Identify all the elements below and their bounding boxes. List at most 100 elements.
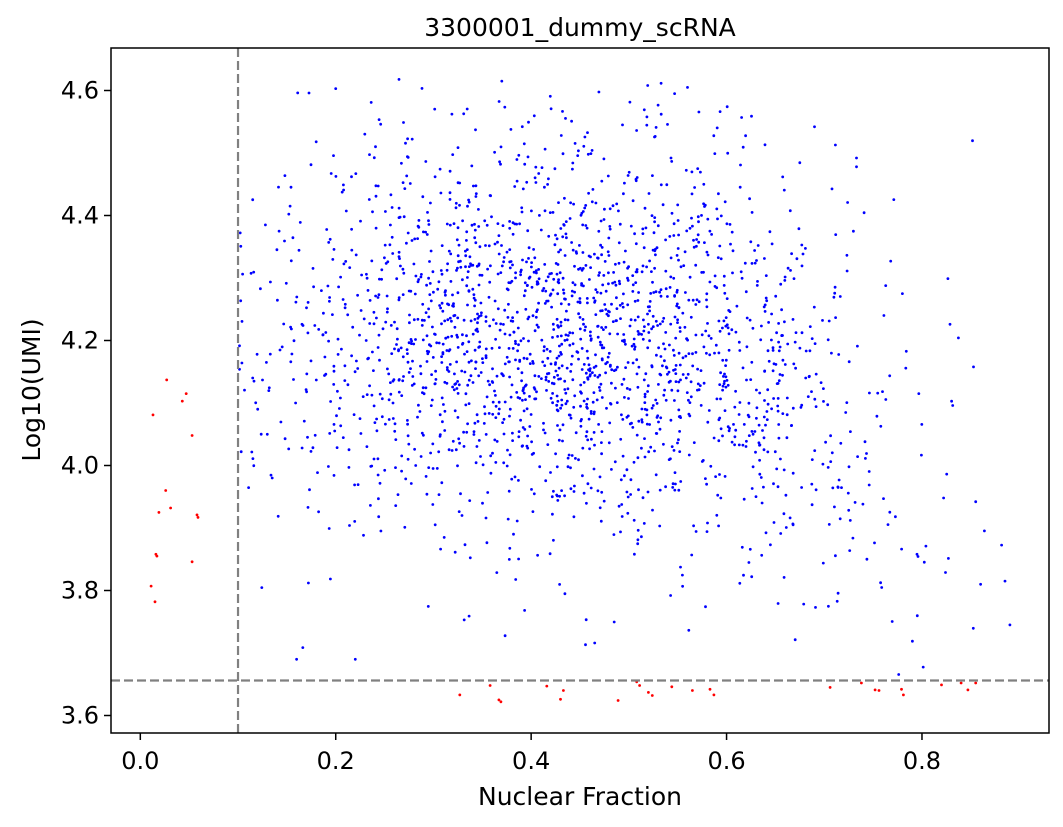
series-1 [149,378,978,704]
data-point [460,514,464,517]
data-point [665,183,669,187]
data-point [879,424,883,428]
data-point [677,258,680,262]
data-point [443,409,447,413]
data-point [756,244,760,247]
data-point [692,524,695,528]
data-point [466,422,469,426]
data-point [946,277,950,280]
data-point [533,374,537,378]
data-point [515,310,519,314]
data-point [607,282,610,286]
data-point [533,329,537,333]
data-point [691,224,694,228]
data-point [565,399,569,403]
data-point [573,484,576,488]
data-point [624,366,627,369]
data-point [822,387,825,390]
data-point [632,342,636,346]
data-point [947,557,950,560]
data-point [794,331,798,334]
data-point [429,451,432,455]
data-point [851,536,855,540]
data-point [511,263,514,267]
data-point [527,120,530,124]
data-point [531,314,535,318]
data-point [598,389,602,392]
data-point [259,287,262,291]
data-point [425,233,429,236]
data-point [614,283,618,287]
data-point [904,349,908,353]
data-point [731,271,734,275]
data-point [745,345,749,349]
data-point [540,166,544,170]
data-point [375,417,378,421]
data-point [522,294,526,298]
data-point [622,260,626,264]
data-point [551,322,555,326]
data-point [725,105,729,109]
data-point [456,266,459,270]
data-point [621,305,625,309]
data-point [464,249,467,253]
data-point [292,378,295,381]
data-point [591,371,594,374]
data-point [659,416,663,420]
data-point [733,443,736,447]
data-point [781,175,785,179]
data-point [564,220,568,224]
data-point [543,431,547,435]
data-point [421,302,425,306]
data-point [544,279,548,283]
data-point [519,273,522,277]
data-point [340,190,344,194]
data-point [551,288,555,292]
data-point [785,436,789,440]
data-point [727,429,731,433]
data-point [599,219,603,223]
data-point [491,400,495,404]
data-point [559,324,563,328]
data-point [153,600,157,604]
data-point [744,290,748,294]
data-point [511,439,514,442]
data-point [571,378,575,382]
data-point [921,665,925,669]
data-point [390,352,394,355]
data-point [413,447,416,451]
data-point [180,399,184,403]
data-point [458,203,461,207]
data-point [456,181,460,185]
data-point [438,413,442,417]
data-point [782,468,786,472]
data-point [619,317,622,320]
data-point [294,300,298,304]
data-point [428,282,432,285]
data-point [655,402,659,405]
data-point [828,686,832,689]
data-point [292,339,296,343]
data-point [465,430,469,434]
data-point [636,299,640,302]
data-point [922,560,926,564]
data-point [862,211,866,215]
data-point [880,586,884,589]
data-point [324,331,328,334]
data-point [506,517,510,521]
data-point [570,294,574,298]
data-point [476,321,479,325]
data-point [502,432,506,436]
data-point [579,390,582,394]
data-point [599,291,603,295]
data-point [663,347,667,351]
data-point [276,514,280,518]
data-point [675,302,679,306]
data-point [448,316,452,320]
data-point [649,445,653,449]
data-point [507,281,511,284]
data-point [571,167,574,171]
data-point [704,477,707,480]
data-point [750,211,754,214]
data-point [371,210,374,214]
